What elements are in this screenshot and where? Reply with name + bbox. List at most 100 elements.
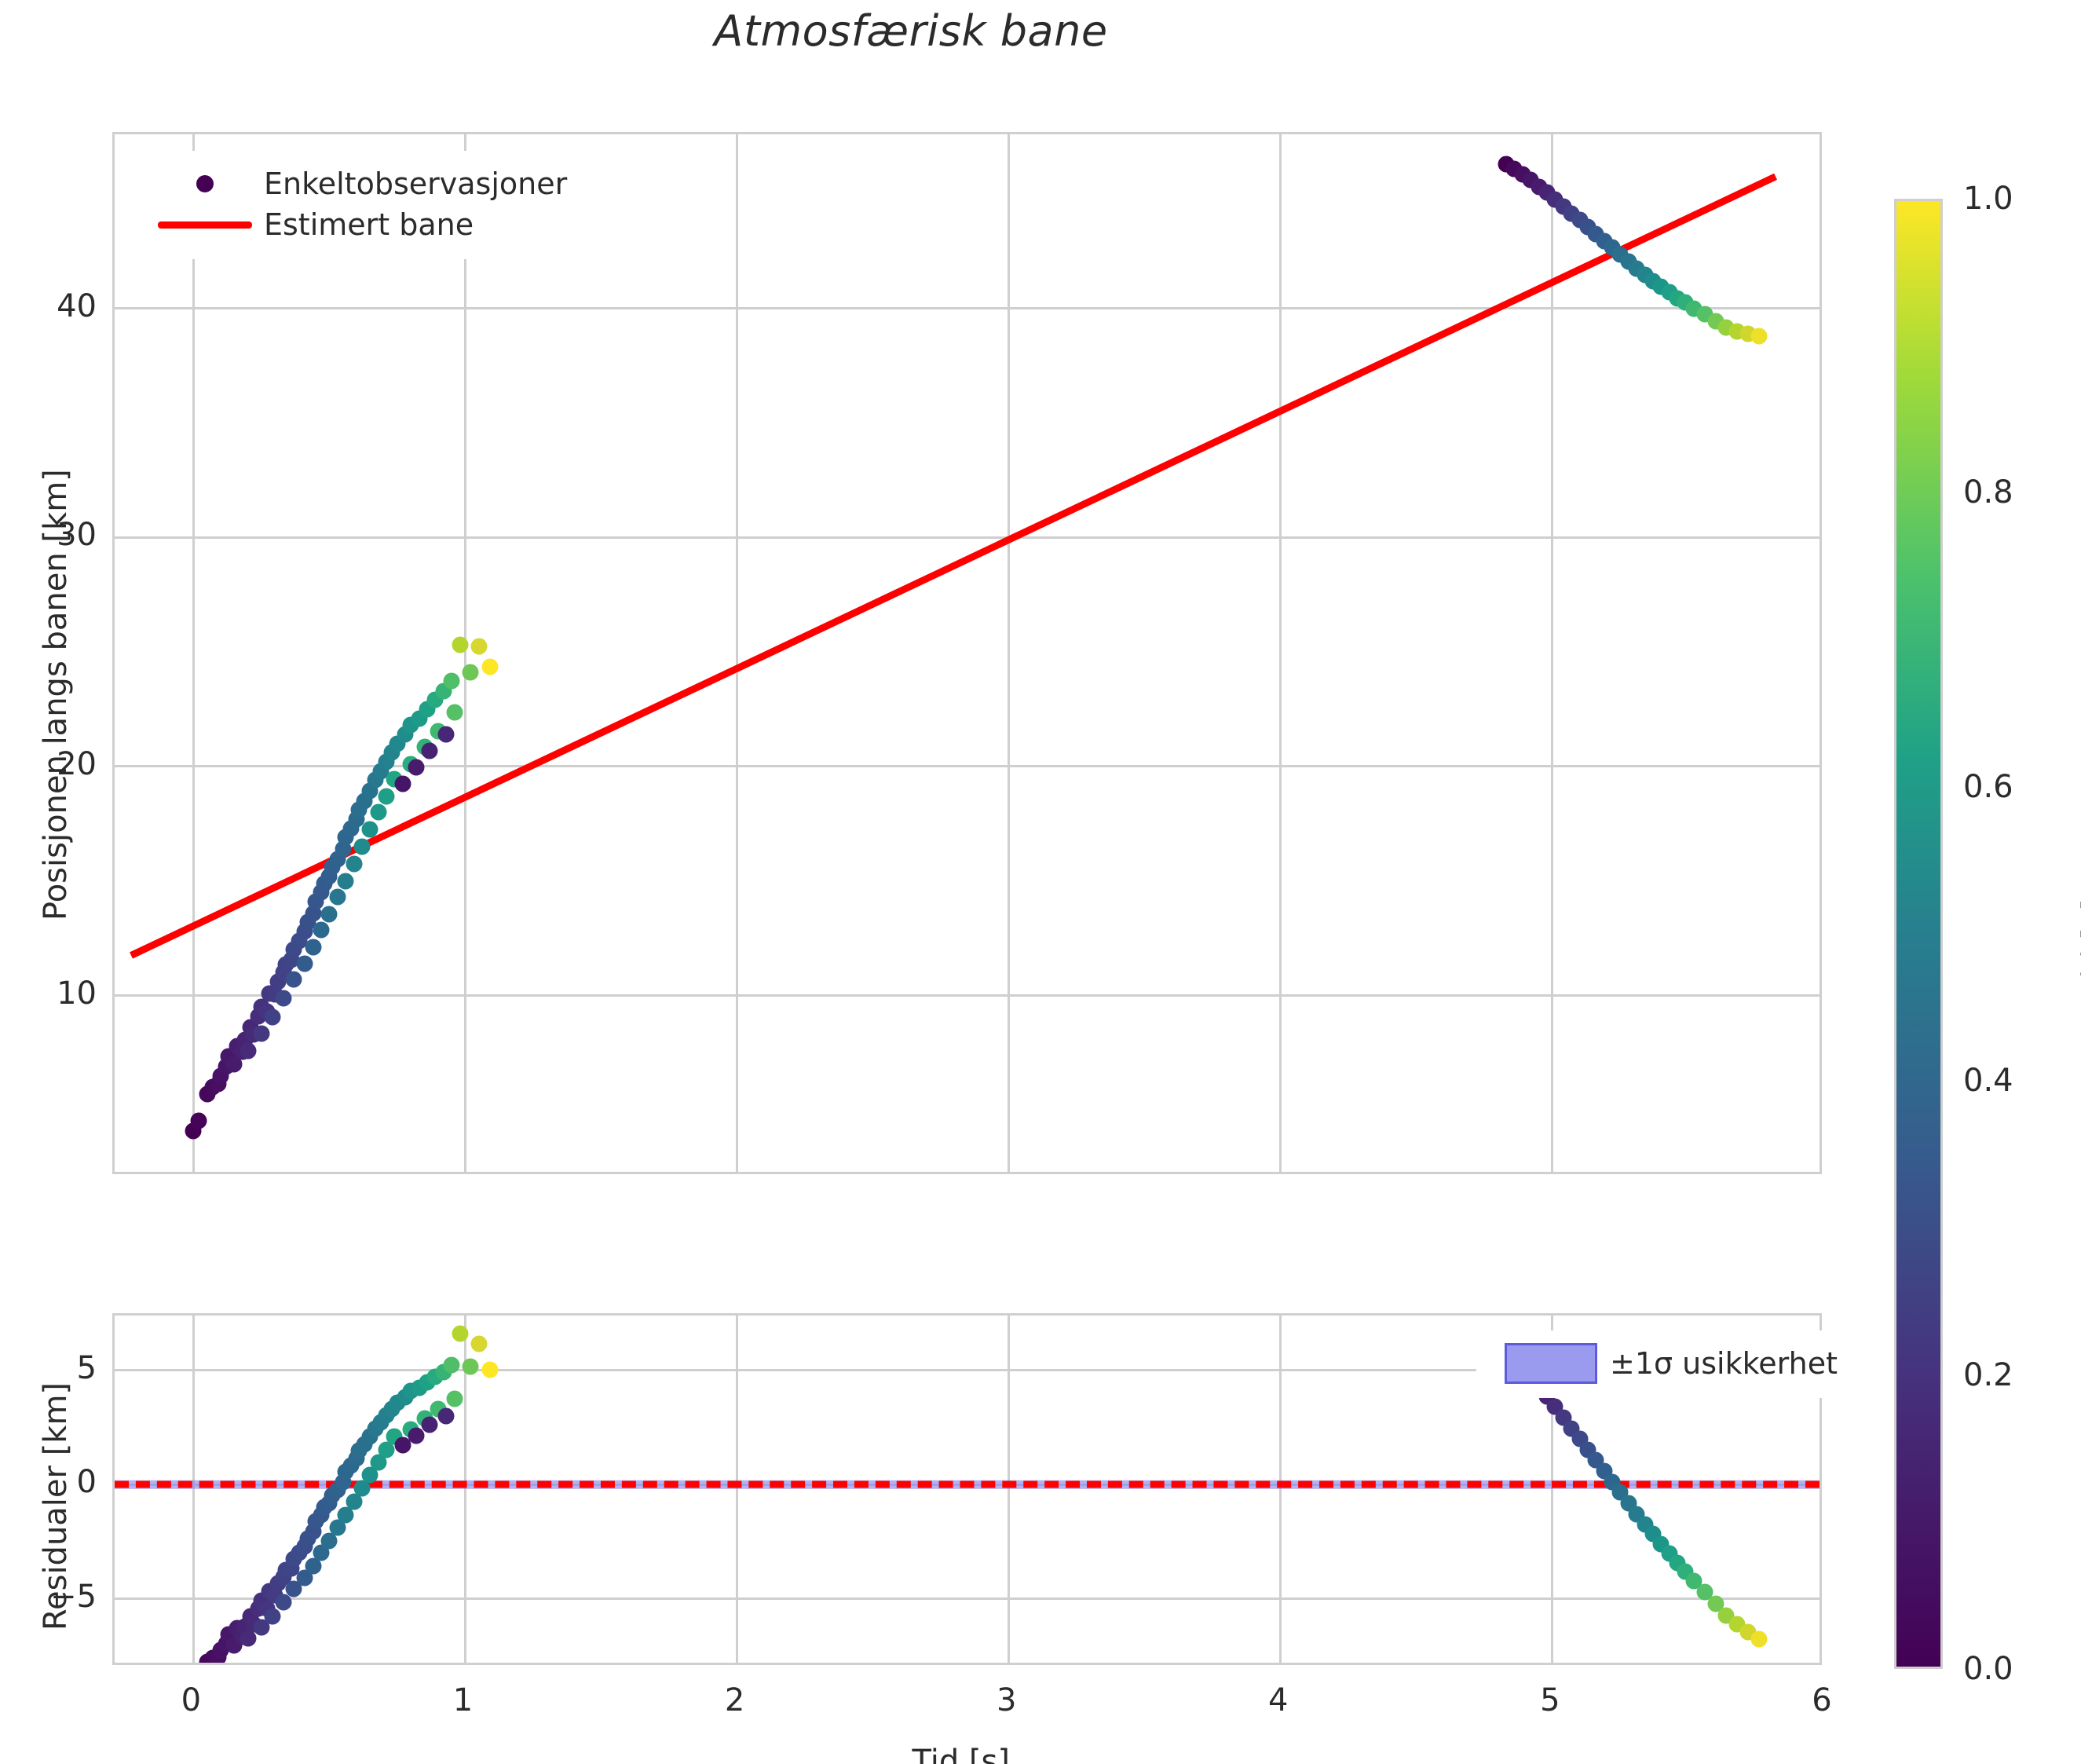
colorbar-tick-label: 0.4 [1963,1063,2013,1100]
estimated-trajectory-line [129,174,1777,959]
scatter-point [190,1112,207,1129]
residual-point [253,1619,270,1636]
colorbar-tick-label: 1.0 [1963,181,2013,217]
gridline-horizontal [115,1597,1820,1601]
residual-point [320,1532,338,1550]
residual-point [370,1454,387,1471]
y-tick-label-main: 20 [57,745,97,782]
colorbar [1894,199,1943,1669]
y-tick-label-main: 40 [57,287,97,324]
gridline-horizontal [115,994,1820,997]
colorbar-tick-label: 0.8 [1963,474,2013,511]
gridline-vertical [1008,134,1011,1172]
x-tick-label: 0 [181,1682,202,1718]
legend-item-fit: Estimert bane [146,204,567,245]
scatter-point [361,821,379,838]
residual-point [408,1427,425,1444]
main-plot-axes [112,132,1822,1174]
scatter-point [240,1042,257,1059]
legend-label-sigma-band: ±1σ usikkerhet [1610,1346,1838,1381]
colorbar-tick-label: 0.6 [1963,768,2013,805]
legend-item-observations: Enkeltobservasjoner [146,163,567,204]
x-tick-label: 2 [724,1682,745,1718]
x-tick-label: 6 [1812,1682,1832,1718]
residual-point [462,1358,479,1375]
x-axis-label: Tid [s] [912,1744,1010,1764]
residual-point [285,1580,302,1597]
scatter-point [378,788,395,805]
residual-point [470,1335,488,1352]
residual-point [394,1436,411,1454]
scatter-point [481,658,499,675]
scatter-marker-icon [146,175,264,192]
scatter-point [225,1056,243,1073]
scatter-point [421,742,438,759]
line-swatch-icon [146,221,264,229]
residual-point [264,1608,281,1625]
scatter-point [394,775,411,792]
scatter-point [313,921,330,939]
residual-point [346,1493,363,1510]
main-legend: Enkeltobservasjoner Estimert bane [130,151,587,259]
x-tick-label: 5 [1540,1682,1560,1718]
residual-legend: ±1σ usikkerhet [1476,1330,1856,1398]
gridline-vertical [463,1316,466,1663]
main-plot-area [115,134,1820,1172]
y-axis-label-residual: Residualer [km] [38,1382,74,1630]
y-tick-label-residual: 5 [76,1349,97,1386]
residual-point [452,1325,469,1342]
residual-point [305,1557,322,1575]
residual-point [329,1519,346,1536]
residual-point [240,1630,257,1647]
x-tick-label: 4 [1268,1682,1289,1718]
gridline-vertical [736,134,739,1172]
residual-point [481,1361,499,1378]
gridline-vertical [1008,1316,1011,1663]
y-tick-label-main: 30 [57,517,97,554]
figure-title: Atmosfærisk bane [714,6,1108,56]
gridline-vertical [736,1316,739,1663]
gridline-vertical [463,134,466,1172]
scatter-point [285,971,302,988]
colorbar-tick-label: 0.0 [1963,1651,2013,1687]
residual-point [1707,1595,1724,1612]
scatter-point [305,939,322,956]
residual-zero-line [115,1480,1820,1488]
residual-point [1696,1583,1713,1601]
scatter-point [275,990,292,1006]
residual-point [443,1356,460,1374]
gridline-horizontal [115,765,1820,768]
residual-point [1685,1572,1702,1590]
residual-point [353,1480,371,1497]
scatter-point [1750,328,1768,345]
scatter-point [446,704,463,721]
scatter-point [470,638,488,655]
residual-point [275,1594,292,1611]
y-axis-label-main: Posisjonen langs banen [km] [38,468,74,920]
gridline-vertical [192,134,195,1172]
scatter-point [408,759,425,776]
y-tick-label-residual: −5 [50,1578,97,1615]
residual-point [378,1441,395,1458]
scatter-point [320,906,338,923]
residual-point [313,1544,330,1561]
residual-point [361,1466,379,1484]
scatter-point [452,636,469,653]
legend-label-observations: Enkeltobservasjoner [264,167,568,201]
residual-point [437,1407,455,1425]
residual-point [1750,1630,1768,1648]
x-tick-label: 3 [996,1682,1017,1718]
residual-point [446,1390,463,1407]
scatter-point [264,1008,281,1026]
scatter-point [353,838,371,855]
residual-plot-area [115,1316,1820,1663]
legend-label-fit: Estimert bane [264,207,474,242]
residual-point [337,1506,354,1524]
gridline-horizontal [115,1369,1820,1372]
residual-point [296,1569,313,1587]
colorbar-label: Tid [s] [2076,898,2081,997]
y-tick-label-main: 10 [57,975,97,1012]
gridline-vertical [1279,134,1282,1172]
residual-point [421,1416,438,1433]
